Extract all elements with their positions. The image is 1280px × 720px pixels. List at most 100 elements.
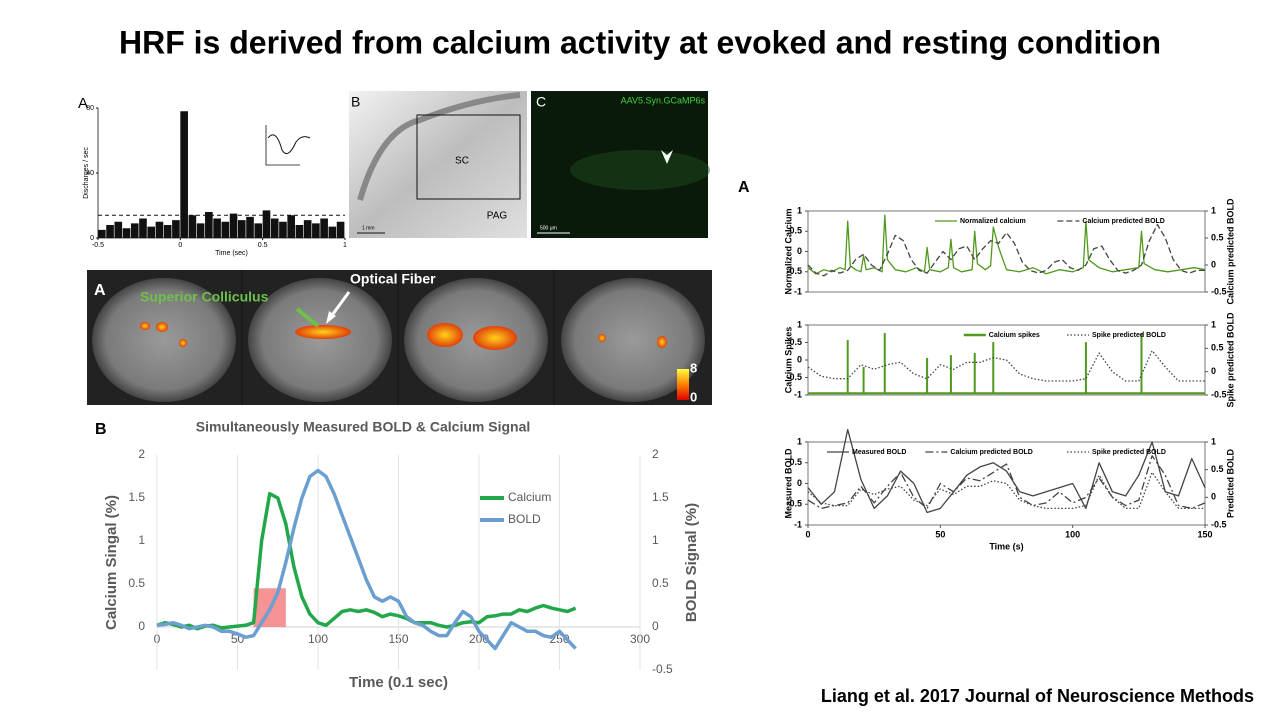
series-line [807, 350, 1205, 382]
citation: Liang et al. 2017 Journal of Neuroscienc… [821, 686, 1254, 706]
y-tick-label: 80 [86, 105, 94, 112]
y2-tick-label: 1.5 [652, 490, 669, 504]
panel-label: C [536, 94, 546, 110]
bar [163, 225, 172, 238]
region-label: PAG [487, 211, 508, 222]
bar [254, 223, 263, 238]
x-tick-label: 0.5 [258, 242, 268, 249]
x-tick-label: 0 [178, 242, 182, 249]
y-tick-label: 0.5 [789, 337, 802, 347]
virus-label: AAV5.Syn.GCaMP6s [621, 95, 706, 105]
y2-tick-label: 0 [1211, 259, 1216, 269]
y2-tick-label: 0.5 [652, 576, 669, 590]
activation [179, 339, 187, 347]
bar [262, 210, 271, 238]
x-axis-label: Time (s) [989, 541, 1023, 551]
activation [598, 334, 606, 342]
y-tick-label: 1 [797, 319, 802, 329]
y2-tick-label: 0.5 [1211, 232, 1224, 242]
bar [205, 212, 213, 238]
bar [320, 218, 328, 238]
y-tick-label: -0.5 [786, 499, 802, 509]
bar [279, 221, 287, 238]
fiber-label: Optical Fiber [350, 271, 436, 287]
bar [147, 226, 156, 238]
y-axis-label: Normalized Calcium [783, 208, 793, 294]
bar [229, 213, 238, 238]
x-axis-label: Time (0.1 sec) [349, 674, 448, 691]
activation [473, 326, 517, 350]
y2-tick-label: -0.5 [1211, 286, 1227, 296]
y-tick-label: 0.5 [128, 576, 145, 590]
y2-axis-label: Predicted BOLD [1225, 448, 1235, 518]
activation [156, 322, 168, 332]
y-axis-label: Calcium Singal (%) [103, 495, 120, 630]
y-tick-label: 1 [138, 533, 145, 547]
series-line [807, 223, 1205, 277]
brain-slice [561, 278, 705, 402]
y2-tick-label: 2 [652, 447, 659, 461]
x-tick-label: 0 [805, 529, 810, 539]
y2-tick-label: 1 [652, 533, 659, 547]
y2-axis-label: Calcium predicted BOLD [1225, 198, 1235, 305]
bar [139, 218, 147, 238]
mri-image: A Superior Colliculus Optical Fiber 8 0 [87, 270, 712, 405]
bar [246, 216, 254, 238]
y2-tick-label: 0.5 [1211, 464, 1224, 474]
x-tick-label: 50 [935, 529, 945, 539]
bar [213, 218, 221, 238]
y2-tick-label: -0.5 [1211, 389, 1227, 399]
y2-tick-label: 1 [1211, 205, 1216, 215]
legend-label: Calcium predicted BOLD [1082, 218, 1164, 225]
y2-tick-label: 1 [1211, 319, 1216, 329]
legend-label: BOLD [508, 512, 541, 526]
bar [221, 221, 230, 238]
y2-tick-label: 0 [1211, 492, 1216, 502]
activation [427, 323, 463, 347]
brain-slice [248, 278, 392, 402]
inset-curve [267, 134, 311, 155]
legend-label: Calcium [508, 490, 551, 504]
y-axis-label: Calcium Spikes [783, 327, 793, 394]
bar [270, 218, 279, 238]
scale-label: 500 μm [540, 225, 557, 231]
y-tick-label: -1 [794, 519, 802, 529]
bar [336, 221, 345, 238]
y-tick-label: 0 [138, 619, 145, 633]
x-axis-label: Time (sec) [215, 250, 248, 257]
arrowhead [326, 311, 336, 324]
bar [114, 221, 123, 238]
bar [98, 229, 106, 238]
tissue-edge [357, 92, 521, 201]
legend-label: Spike predicted BOLD [1092, 449, 1166, 456]
y-tick-label: 2 [138, 447, 145, 461]
y-tick-label: 1.5 [128, 490, 145, 504]
x-tick-label: -0.5 [92, 242, 104, 249]
region-label: Superior Colliculus [140, 289, 269, 305]
panel-label: A [738, 179, 750, 196]
series-line [156, 491, 577, 631]
slide-title: HRF is derived from calcium activity at … [119, 24, 1161, 60]
y-axis-label: Discharges / sec [83, 147, 90, 199]
scale-label: 1 mm [362, 225, 375, 231]
y2-tick-label: 0 [1211, 366, 1216, 376]
series-line [156, 468, 577, 651]
bar [180, 111, 188, 238]
region-label: SC [455, 156, 469, 167]
y-tick-label: 1 [797, 436, 802, 446]
bar [130, 223, 139, 238]
bar [303, 220, 312, 238]
y2-axis-label: Spike predicted BOLD [1225, 312, 1235, 408]
bar [237, 220, 246, 238]
activation [140, 322, 150, 330]
bar [122, 228, 131, 238]
panel-label: B [95, 421, 107, 438]
series-line [807, 214, 1206, 275]
y-tick-label: 40 [86, 170, 94, 177]
x-tick-label: 100 [1065, 529, 1080, 539]
y2-tick-label: -0.5 [652, 662, 673, 676]
legend-label: Spike predicted BOLD [1092, 332, 1166, 339]
bar [295, 225, 304, 238]
